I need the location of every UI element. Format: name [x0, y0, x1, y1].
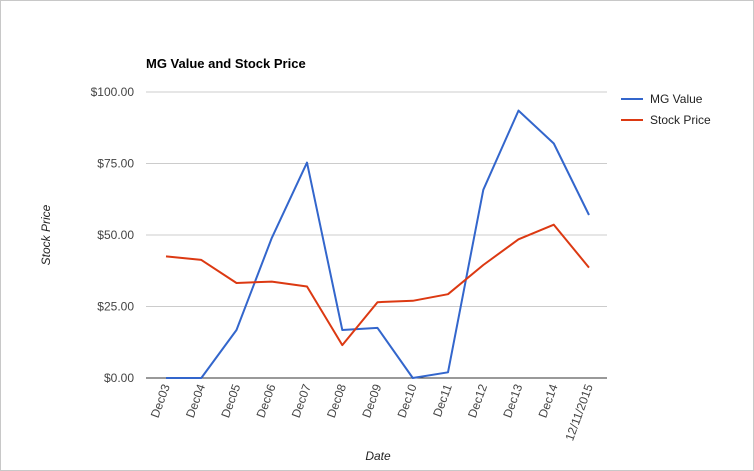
legend-label: Stock Price [650, 113, 711, 127]
x-tick-label: Dec05 [218, 382, 243, 420]
series-lines [165, 109, 590, 379]
y-tick-label: $75.00 [97, 157, 134, 171]
y-tick-label: $50.00 [97, 228, 134, 242]
legend: MG Value Stock Price [621, 92, 711, 127]
x-tick-label: Dec14 [536, 382, 561, 420]
gridlines [146, 91, 607, 307]
y-axis-label: Stock Price [39, 204, 53, 265]
series-line [166, 109, 590, 379]
x-tick-label: Dec11 [430, 382, 455, 419]
y-tick-label: $100.00 [91, 85, 135, 99]
x-tick-label: Dec06 [254, 382, 279, 420]
x-tick-label: Dec13 [500, 382, 525, 420]
chart-title: MG Value and Stock Price [146, 56, 306, 71]
x-tick-label: Dec08 [324, 382, 349, 420]
y-tick-label: $25.00 [97, 300, 134, 314]
x-tick-label: Dec07 [289, 382, 314, 420]
x-tick-label: Dec12 [465, 382, 490, 420]
legend-label: MG Value [650, 92, 703, 106]
x-tick-label: Dec10 [395, 382, 420, 420]
x-axis-label: Date [365, 449, 391, 463]
x-tick-label: Dec09 [359, 382, 384, 420]
y-axis-ticks: $0.00 $25.00 $50.00 $75.00 $100.00 [91, 85, 135, 385]
x-tick-label: Dec04 [183, 382, 208, 420]
x-axis-ticks: Dec03 Dec04 Dec05 Dec06 Dec07 Dec08 Dec09 Dec10… [148, 382, 596, 443]
y-tick-label: $0.00 [104, 371, 134, 385]
x-tick-label: 12/11/2015 [562, 382, 596, 443]
series-line [165, 223, 590, 347]
x-tick-label: Dec03 [148, 382, 173, 420]
